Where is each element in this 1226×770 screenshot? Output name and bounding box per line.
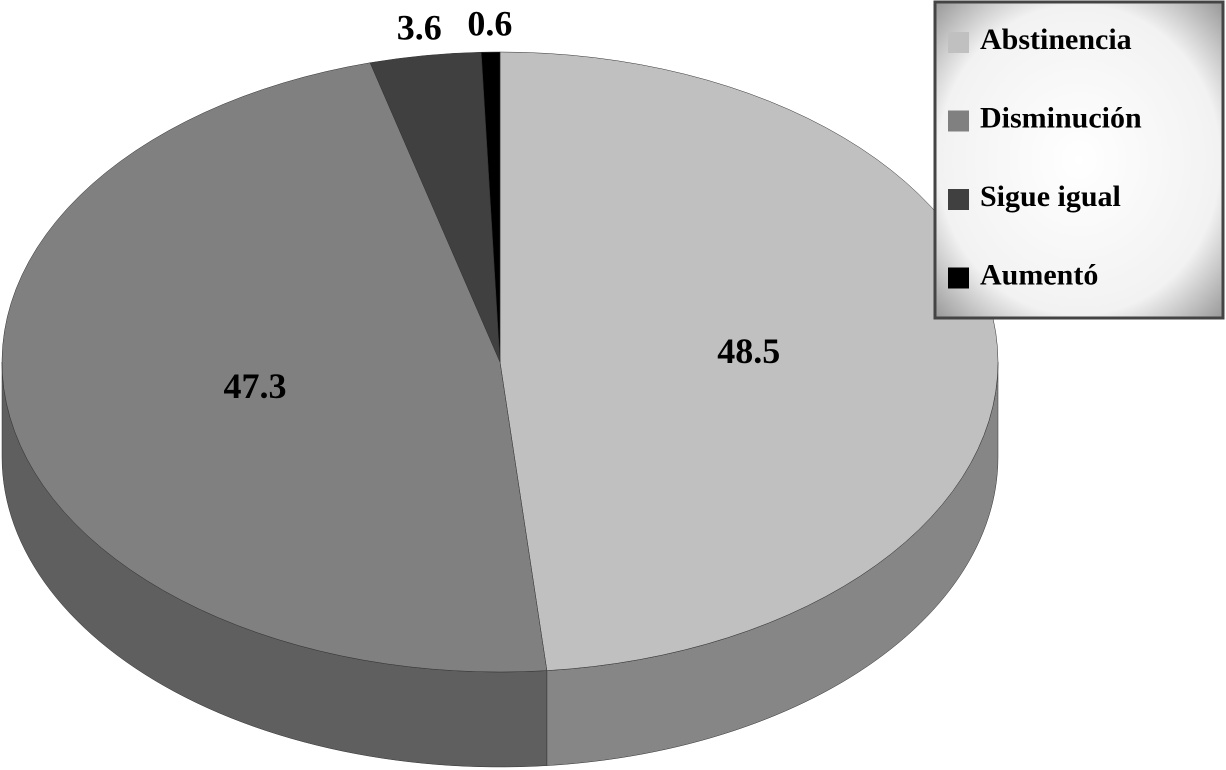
legend-swatch bbox=[948, 267, 969, 289]
legend-label: Disminución bbox=[980, 101, 1142, 134]
slice bbox=[480, 51, 501, 363]
legend: Abstinencia Disminución Sigue igual Aumentó bbox=[948, 23, 1142, 291]
data-label: 47.3 bbox=[223, 366, 286, 406]
legend-swatch bbox=[948, 110, 969, 132]
legend-label: Sigue igual bbox=[980, 180, 1121, 213]
pie: 48.5 47.3 3.6 0.6 bbox=[1, 4, 999, 768]
slice bbox=[499, 51, 999, 671]
data-label: 3.6 bbox=[397, 7, 442, 47]
legend-swatch bbox=[948, 32, 969, 53]
legend-label: Abstinencia bbox=[980, 23, 1132, 56]
data-label: 0.6 bbox=[467, 4, 512, 44]
legend-box bbox=[933, 0, 1225, 320]
legend-swatch bbox=[948, 189, 969, 210]
data-label: 48.5 bbox=[717, 331, 780, 371]
legend-label: Aumentó bbox=[980, 258, 1098, 291]
slice bbox=[1, 62, 548, 673]
